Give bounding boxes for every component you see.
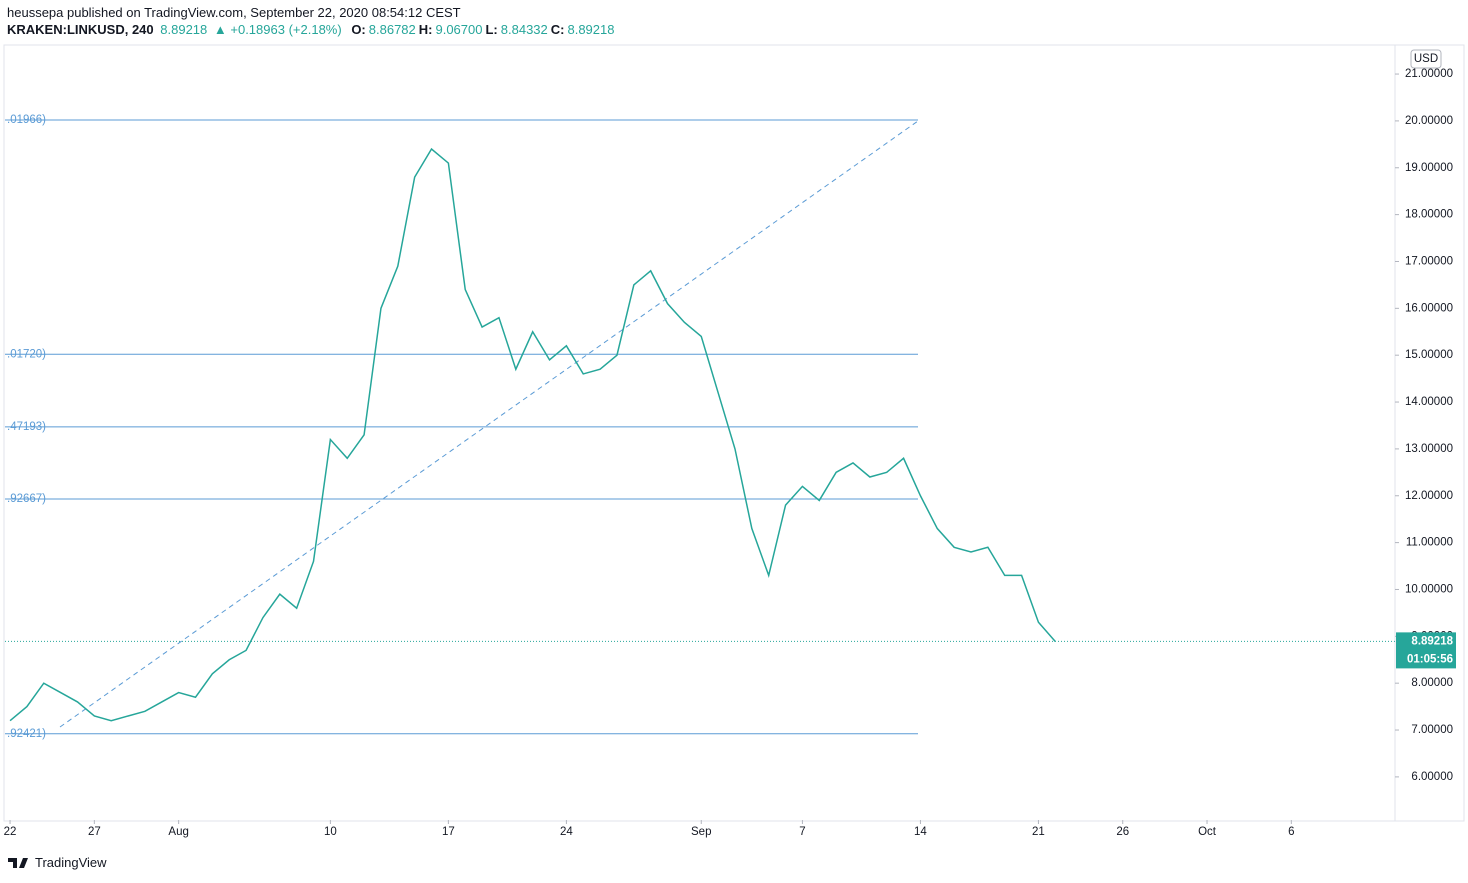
price-tag-bg [1396, 632, 1456, 669]
ohlc-label: O: [351, 22, 366, 37]
level-label: .01966) [7, 114, 46, 126]
x-tick-label: 24 [560, 826, 573, 838]
y-tick-label: 8.00000 [1411, 677, 1453, 689]
ohlc-value: 8.86782 [368, 22, 416, 37]
change: ▲ +0.18963 (+2.18%) [213, 22, 342, 37]
x-tick-label: 26 [1116, 826, 1129, 838]
y-tick-label: 17.00000 [1405, 256, 1453, 268]
price-tag: 8.89218 [1411, 635, 1453, 647]
y-tick-label: 15.00000 [1405, 349, 1453, 361]
change-value: +0.18963 (+2.18%) [230, 22, 342, 37]
currency-box [1410, 49, 1442, 69]
price-line [9, 147, 1056, 722]
y-tick-label: 18.00000 [1405, 209, 1453, 221]
level-label: .01720) [7, 348, 46, 360]
publish-info: heussepa published on TradingView.com, S… [7, 5, 461, 20]
x-tick-label: 17 [442, 826, 455, 838]
symbol-info: KRAKEN:LINKUSD, 240 8.89218 ▲ +0.18963 (… [7, 22, 620, 37]
symbol: KRAKEN:LINKUSD, 240 [7, 22, 154, 37]
brand: TradingView [35, 855, 107, 870]
ohlc-label: L: [485, 22, 498, 37]
x-tick-label: 7 [799, 826, 805, 838]
x-tick-label: Sep [691, 826, 711, 838]
x-tick-label: 10 [324, 826, 337, 838]
y-tick-label: 13.00000 [1405, 443, 1453, 455]
ohlc: O: 8.86782 H: 9.06700 L: 8.84332 C: 8.89218 [351, 22, 617, 37]
countdown: 01:05:56 [1407, 653, 1453, 665]
ohlc-value: 9.06700 [435, 22, 483, 37]
y-tick-label: 20.00000 [1405, 115, 1453, 127]
footer: TradingView [7, 855, 107, 870]
y-tick-label: 19.00000 [1405, 162, 1453, 174]
x-tick-label: 14 [914, 826, 927, 838]
x-tick-label: 6 [1288, 826, 1294, 838]
ohlc-label: H: [418, 22, 433, 37]
y-tick-label: 11.00000 [1406, 537, 1453, 549]
y-tick-label: 21.00000 [1405, 68, 1453, 80]
trend-line [59, 120, 919, 728]
ohlc-label: C: [550, 22, 565, 37]
y-tick-label: 6.00000 [1411, 771, 1453, 783]
level-label: .47193) [7, 421, 46, 433]
logo [8, 857, 28, 868]
ohlc-value: 8.84332 [500, 22, 548, 37]
level-label: .92667) [7, 493, 46, 505]
y-tick-label: 7.00000 [1411, 724, 1453, 736]
x-tick-label: Aug [168, 826, 188, 838]
ohlc-value: 8.89218 [567, 22, 615, 37]
y-tick-label: 10.00000 [1405, 583, 1453, 595]
y-tick-label: 12.00000 [1405, 490, 1453, 502]
chart-frame [3, 44, 1465, 822]
x-tick-label: 21 [1032, 826, 1045, 838]
currency: USD [1414, 53, 1438, 65]
x-tick-label: 22 [4, 826, 17, 838]
x-tick-label: Oct [1198, 826, 1217, 838]
x-tick-label: 27 [88, 826, 101, 838]
level-label: .92421) [7, 728, 46, 740]
y-tick-label: 16.00000 [1405, 302, 1453, 314]
price: 8.89218 [160, 22, 208, 37]
y-tick-label: 14.00000 [1405, 396, 1453, 408]
